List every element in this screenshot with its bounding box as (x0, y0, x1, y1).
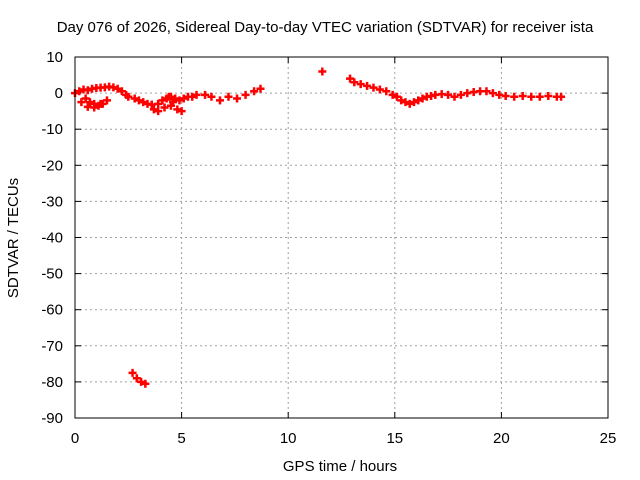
data-point (75, 87, 84, 96)
data-point (363, 81, 372, 90)
data-point (141, 379, 150, 388)
data-point (128, 368, 137, 377)
y-tick-label: -60 (41, 302, 63, 319)
data-points (71, 67, 566, 388)
plot-frame (74, 56, 609, 419)
data-point (356, 80, 365, 89)
data-point (83, 86, 92, 95)
x-tick-label: 15 (386, 430, 403, 447)
data-point (488, 89, 497, 98)
data-point (117, 87, 126, 96)
data-point (224, 92, 233, 101)
data-point (450, 92, 459, 101)
data-point (456, 90, 465, 99)
data-point (482, 87, 491, 96)
data-point (510, 92, 519, 101)
data-point (405, 99, 414, 108)
data-point (179, 94, 188, 103)
data-point (256, 84, 265, 93)
x-tick-label: 10 (280, 430, 297, 447)
data-point (527, 92, 536, 101)
data-point (375, 85, 384, 94)
data-point (169, 98, 178, 107)
data-point (518, 91, 527, 100)
data-point (113, 84, 122, 93)
data-point (535, 92, 544, 101)
chart-title: Day 076 of 2026, Sidereal Day-to-day VTE… (57, 19, 594, 36)
data-point (557, 92, 566, 101)
data-point (444, 90, 453, 99)
data-point (201, 90, 210, 99)
data-point (382, 87, 391, 96)
data-point (346, 74, 355, 83)
data-point (350, 78, 359, 87)
y-tick-label: 0 (55, 85, 63, 102)
data-point (149, 105, 158, 114)
data-point (192, 90, 201, 99)
data-point (154, 99, 163, 108)
data-point (85, 98, 94, 107)
data-point (544, 91, 553, 100)
data-point (250, 87, 259, 96)
data-point (160, 103, 169, 112)
data-point (132, 374, 141, 383)
axis-ticks: 0 5 10 15 20 25 10 0 -10 -20 -30 -40 -50 -60 -70 -80 -90 (41, 49, 616, 447)
grid-lines (75, 57, 608, 418)
data-point (173, 105, 182, 114)
y-tick-label: -80 (41, 374, 63, 391)
data-point (414, 96, 423, 105)
data-point (137, 377, 146, 386)
data-point (164, 92, 173, 101)
x-tick-label: 0 (71, 430, 79, 447)
y-tick-label: -90 (41, 410, 63, 427)
data-point (215, 96, 224, 105)
data-point (77, 98, 86, 107)
data-point (318, 67, 327, 76)
y-tick-label: 10 (46, 49, 63, 66)
data-point (158, 96, 167, 105)
data-point (177, 107, 186, 116)
y-tick-label: -10 (41, 121, 63, 138)
data-point (241, 90, 250, 99)
data-point (102, 96, 111, 105)
data-point (96, 99, 105, 108)
data-point (233, 94, 242, 103)
data-point (154, 107, 163, 116)
data-point (175, 96, 184, 105)
x-axis-label: GPS time / hours (283, 458, 397, 475)
y-tick-label: -30 (41, 193, 63, 210)
data-point (388, 90, 397, 99)
data-point (392, 92, 401, 101)
y-tick-label: -20 (41, 157, 63, 174)
x-tick-label: 5 (177, 430, 185, 447)
x-tick-label: 20 (493, 430, 510, 447)
data-point (109, 83, 118, 92)
data-point (409, 98, 418, 107)
data-point (418, 94, 427, 103)
data-point (134, 96, 143, 105)
data-point (81, 94, 90, 103)
data-point (124, 92, 133, 101)
y-axis-label: SDTVAR / TECUs (5, 178, 22, 298)
data-point (397, 96, 406, 105)
x-tick-label: 25 (600, 430, 617, 447)
data-point (188, 92, 197, 101)
y-tick-label: -40 (41, 230, 63, 247)
y-tick-label: -50 (41, 266, 63, 283)
data-point (139, 98, 148, 107)
data-point (401, 98, 410, 107)
data-point (501, 91, 510, 100)
data-point (207, 92, 216, 101)
data-point (90, 103, 99, 112)
data-point (369, 83, 378, 92)
data-point (130, 94, 139, 103)
y-tick-label: -70 (41, 338, 63, 355)
